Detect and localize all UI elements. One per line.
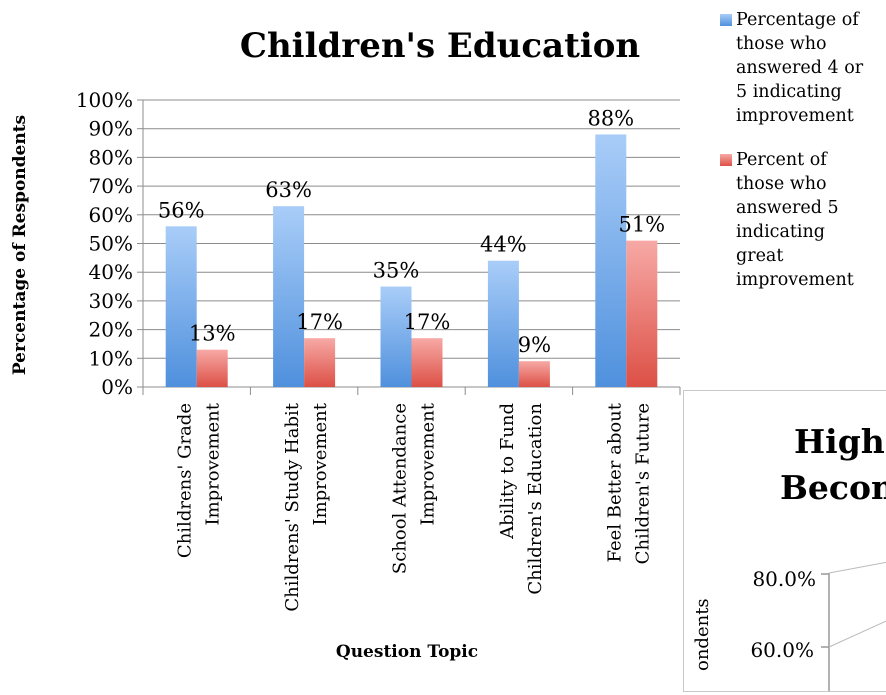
y-tick-label: 0% (101, 375, 133, 399)
x-category-label-line: Children's Future (632, 403, 653, 564)
legend-swatch-red (720, 154, 732, 166)
bar-series-1 (487, 260, 519, 387)
bar-series-2 (411, 338, 443, 387)
second-chart-gridline (828, 561, 886, 574)
y-tick-label: 30% (89, 289, 133, 313)
x-category-label-line: Improvement (310, 402, 331, 525)
legend-label-line: Percentage of (736, 10, 859, 30)
second-chart-title-line: High (794, 422, 885, 461)
second-chart-y-tick: 80.0% (752, 567, 816, 591)
legend-label-line: answered 4 or (736, 58, 864, 78)
x-category-label-line: Childrens' Grade (175, 403, 196, 558)
second-chart-panel: High Becom ondents 80.0% 60.0% (683, 390, 886, 692)
legend-label-line: improvement (736, 270, 854, 290)
y-tick-label: 50% (89, 232, 133, 256)
x-category-label-line: Ability to Fund (497, 403, 518, 540)
second-chart-canvas: High Becom ondents 80.0% 60.0% (692, 422, 886, 691)
legend-item-series-2: Percent of those who answered 5 indicati… (718, 148, 886, 292)
y-tick-label: 20% (89, 318, 133, 342)
legend-label-line: great (736, 246, 784, 266)
x-category-label-line: Childrens' Study Habit (282, 402, 303, 611)
second-chart-y-tick: 60.0% (750, 638, 814, 662)
data-label: 17% (296, 310, 343, 334)
bar-series-2 (626, 240, 658, 387)
y-tick-label: 90% (89, 117, 133, 141)
data-label: 44% (480, 233, 527, 257)
bars: 56% 13% 63% 17% 35% 17% 44% 9% 88% 51% (158, 106, 665, 387)
legend-label-line: those who (736, 34, 827, 54)
bar-series-1 (273, 206, 305, 387)
x-category-label-line: Improvement (418, 402, 439, 525)
x-category-label: Childrens' Grade Improvement (175, 402, 224, 558)
second-chart-title-line: Becom (780, 468, 886, 507)
legend-label-line: indicating (736, 222, 826, 242)
x-category-label: Feel Better about Children's Future (604, 402, 653, 564)
y-tick-label: 40% (89, 260, 133, 284)
legend-label-line: 5 indicating (736, 82, 842, 102)
legend-label-line: answered 5 (736, 198, 839, 218)
bar-series-2 (196, 349, 228, 387)
x-category-label-line: Children's Education (525, 403, 546, 595)
data-label: 63% (265, 178, 312, 202)
bar-series-1 (165, 226, 197, 387)
y-axis-label: Percentage of Respondents (10, 115, 30, 375)
data-label: 17% (404, 310, 451, 334)
legend-label-line: Percent of (736, 150, 827, 170)
x-category-label-line: Improvement (203, 402, 224, 525)
bar-series-1 (595, 134, 627, 387)
legend-label-line: improvement (736, 106, 854, 126)
x-category-label: Ability to Fund Children's Education (497, 403, 546, 595)
legend: Percentage of those who answered 4 or 5 … (718, 8, 886, 312)
x-category-labels: Childrens' Grade Improvement Childrens' St… (175, 402, 654, 611)
second-chart-gridline (828, 620, 886, 648)
bar-series-1 (380, 286, 412, 387)
x-category-label-line: School Attendance (390, 403, 411, 574)
chart-canvas: Children's Education Percentage of Respo… (10, 26, 681, 662)
data-label: 9% (518, 333, 551, 357)
legend-item-series-1: Percentage of those who answered 4 or 5 … (718, 8, 886, 128)
chart-title: Children's Education (240, 26, 640, 66)
y-tick-label: 60% (89, 203, 133, 227)
data-label: 56% (158, 198, 205, 222)
x-category-label: School Attendance Improvement (390, 402, 439, 574)
second-chart-y-label: ondents (692, 598, 713, 671)
x-axis-label: Question Topic (336, 642, 478, 662)
data-label: 88% (587, 106, 634, 130)
bar-series-2 (304, 338, 336, 387)
x-category-label: Childrens' Study Habit Improvement (282, 402, 331, 611)
y-tick-label: 100% (76, 88, 133, 112)
y-tick-label: 10% (89, 346, 133, 370)
data-label: 35% (373, 259, 420, 283)
data-label: 51% (618, 213, 665, 237)
bar-series-2 (518, 361, 550, 387)
y-tick-label: 70% (89, 174, 133, 198)
legend-label-line: those who (736, 174, 827, 194)
legend-swatch-blue (720, 14, 732, 26)
y-tick-label: 80% (89, 145, 133, 169)
y-tick-labels: 0% 10% 20% 30% 40% 50% 60% 70% 80% 90% 100% (76, 88, 133, 399)
data-label: 13% (189, 322, 236, 346)
x-category-label-line: Feel Better about (604, 402, 625, 562)
